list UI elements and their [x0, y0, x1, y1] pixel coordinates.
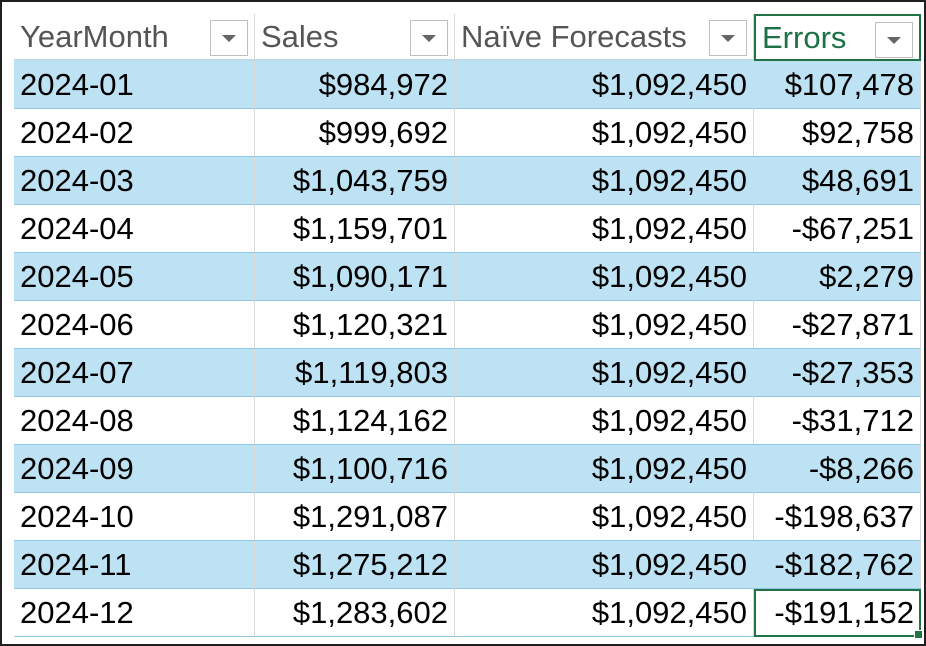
header-yearmonth[interactable]: YearMonth [14, 14, 255, 61]
cell-naive-forecast[interactable]: $1,092,450 [455, 397, 754, 445]
header-naive-forecasts-label: Naïve Forecasts [461, 18, 687, 54]
cell-sales[interactable]: $1,090,171 [255, 253, 455, 301]
cell-naive-forecast[interactable]: $1,092,450 [455, 445, 754, 493]
cell-error[interactable]: -$182,762 [754, 541, 921, 589]
cell-naive-forecast[interactable]: $1,092,450 [455, 541, 754, 589]
cell-naive-forecast[interactable]: $1,092,450 [455, 61, 754, 109]
cell-yearmonth[interactable]: 2024-01 [14, 61, 255, 109]
cell-yearmonth[interactable]: 2024-04 [14, 205, 255, 253]
filter-dropdown-icon[interactable] [210, 20, 248, 56]
cell-naive-forecast[interactable]: $1,092,450 [455, 589, 754, 637]
header-yearmonth-label: YearMonth [20, 18, 169, 54]
header-sales-label: Sales [261, 18, 339, 54]
filter-dropdown-icon[interactable] [875, 22, 913, 58]
cell-error[interactable]: -$8,266 [754, 445, 921, 493]
cell-sales[interactable]: $1,100,716 [255, 445, 455, 493]
cell-yearmonth[interactable]: 2024-06 [14, 301, 255, 349]
cell-naive-forecast[interactable]: $1,092,450 [455, 349, 754, 397]
header-sales[interactable]: Sales [255, 14, 455, 61]
cell-naive-forecast[interactable]: $1,092,450 [455, 157, 754, 205]
cell-yearmonth[interactable]: 2024-03 [14, 157, 255, 205]
cell-sales[interactable]: $1,124,162 [255, 397, 455, 445]
cell-error[interactable]: $107,478 [754, 61, 921, 109]
header-errors-label: Errors [762, 19, 847, 55]
cell-yearmonth[interactable]: 2024-12 [14, 589, 255, 637]
cell-naive-forecast[interactable]: $1,092,450 [455, 493, 754, 541]
cell-yearmonth[interactable]: 2024-02 [14, 109, 255, 157]
cell-sales[interactable]: $1,283,602 [255, 589, 455, 637]
cell-naive-forecast[interactable]: $1,092,450 [455, 109, 754, 157]
cell-sales[interactable]: $1,291,087 [255, 493, 455, 541]
cell-error[interactable]: -$27,353 [754, 349, 921, 397]
cell-error[interactable]: -$67,251 [754, 205, 921, 253]
cell-error[interactable]: -$27,871 [754, 301, 921, 349]
cell-sales[interactable]: $984,972 [255, 61, 455, 109]
cell-yearmonth[interactable]: 2024-07 [14, 349, 255, 397]
cell-error[interactable]: $92,758 [754, 109, 921, 157]
cell-yearmonth[interactable]: 2024-05 [14, 253, 255, 301]
cell-naive-forecast[interactable]: $1,092,450 [455, 301, 754, 349]
cell-naive-forecast[interactable]: $1,092,450 [455, 205, 754, 253]
filter-dropdown-icon[interactable] [410, 20, 448, 56]
filter-dropdown-icon[interactable] [709, 20, 747, 56]
cell-yearmonth[interactable]: 2024-10 [14, 493, 255, 541]
header-errors[interactable]: Errors [754, 14, 921, 61]
cell-error[interactable]: -$198,637 [754, 493, 921, 541]
cell-sales[interactable]: $1,120,321 [255, 301, 455, 349]
cell-sales[interactable]: $1,119,803 [255, 349, 455, 397]
data-grid: YearMonth Sales Naïve Forecasts Errors 2… [14, 14, 923, 639]
cell-error[interactable]: -$31,712 [754, 397, 921, 445]
cell-error[interactable]: $2,279 [754, 253, 921, 301]
cell-error[interactable]: $48,691 [754, 157, 921, 205]
cell-yearmonth[interactable]: 2024-11 [14, 541, 255, 589]
cell-naive-forecast[interactable]: $1,092,450 [455, 253, 754, 301]
cell-error[interactable]: -$191,152 [754, 589, 923, 639]
cell-sales[interactable]: $1,159,701 [255, 205, 455, 253]
cell-sales[interactable]: $1,043,759 [255, 157, 455, 205]
cell-sales[interactable]: $1,275,212 [255, 541, 455, 589]
cell-sales[interactable]: $999,692 [255, 109, 455, 157]
cell-yearmonth[interactable]: 2024-09 [14, 445, 255, 493]
cell-yearmonth[interactable]: 2024-08 [14, 397, 255, 445]
header-naive-forecasts[interactable]: Naïve Forecasts [455, 14, 754, 61]
